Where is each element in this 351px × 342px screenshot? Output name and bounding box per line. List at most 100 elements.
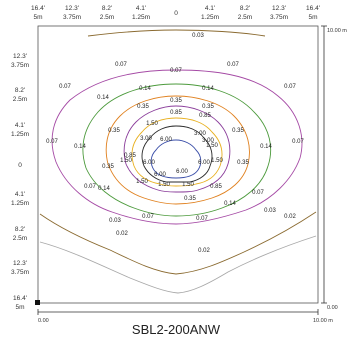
left-tick-feet: 4.1'	[15, 122, 25, 129]
left-tick-feet: 8.2'	[15, 87, 25, 94]
top-tick-meters: 1.25m	[132, 14, 150, 21]
contour-label: 0.07	[59, 84, 71, 90]
left-tick-feet: 12.3'	[13, 53, 27, 60]
contour-label: 0.14	[224, 201, 236, 207]
top-tick-feet: 16.4'	[306, 5, 320, 12]
contour-003	[39, 29, 317, 275]
top-tick-meters: 3.75m	[63, 14, 81, 21]
contour-label: 1.50	[182, 182, 194, 188]
contour-label: 0.85	[124, 153, 136, 159]
contour-label: 0.02	[198, 248, 210, 254]
left-tick-meters: 2.5m	[13, 235, 27, 242]
contour-label: 6.00	[143, 160, 155, 166]
contour-label: 3.00	[194, 131, 206, 137]
contour-label: 0.07	[84, 184, 96, 190]
left-tick-meters: 3.75m	[11, 62, 29, 69]
contour-label: 0.14	[139, 86, 151, 92]
contour-label: 0.07	[115, 62, 127, 68]
contour-label: 6.00	[160, 137, 172, 143]
contour-label: 0.07	[227, 62, 239, 68]
top-tick-feet: 4.1'	[205, 5, 215, 12]
contour-lines	[39, 29, 317, 294]
left-tick-meters: 1.25m	[11, 200, 29, 207]
contour-label: 0.85	[210, 184, 222, 190]
x-scale-start: 0.00	[38, 318, 49, 324]
left-tick-meters: 3.75m	[11, 269, 29, 276]
left-tick-meters: 1.25m	[11, 131, 29, 138]
contour-label: 0.35	[232, 128, 244, 134]
y-scale-end: 10.00 m	[327, 28, 347, 34]
contour-label: 1.50	[211, 158, 223, 164]
y-scale-start: 0.00	[327, 305, 338, 311]
contour-label: 1.50	[206, 143, 218, 149]
contour-label: 1.50	[120, 158, 132, 164]
contour-label: 1.50	[158, 182, 170, 188]
top-tick-meters: 3.75m	[270, 14, 288, 21]
contour-label: 0.07	[284, 84, 296, 90]
left-tick-meters: 5m	[15, 304, 24, 311]
left-tick-feet: 16.4'	[13, 295, 27, 302]
top-tick-feet: 12.3'	[65, 5, 79, 12]
x-scale-bar: 0.00 10.00 m	[37, 309, 333, 324]
contour-label: 0.14	[74, 144, 86, 150]
contour-label: 0.14	[260, 144, 272, 150]
plot-frame	[37, 25, 319, 304]
contour-label: 0.07	[252, 190, 264, 196]
contour-label: 1.50	[136, 179, 148, 185]
contour-label: 0.03	[192, 33, 204, 39]
top-tick-feet: 0	[174, 10, 178, 17]
contour-label: 0.07	[196, 216, 208, 222]
left-axis: 12.3' 3.75m 8.2' 2.5m 4.1' 1.25m 0 4.1' …	[11, 53, 29, 311]
top-tick-feet: 4.1'	[136, 5, 146, 12]
contour-label: 0.03	[264, 208, 276, 214]
top-tick-feet: 12.3'	[272, 5, 286, 12]
contour-label: 6.00	[154, 172, 166, 178]
top-tick-meters: 5m	[308, 14, 317, 21]
contour-label: 0.14	[97, 95, 109, 101]
left-tick-feet: 4.1'	[15, 191, 25, 198]
contour-label: 1.50	[146, 121, 158, 127]
contour-300	[141, 125, 213, 183]
contour-085	[123, 105, 231, 193]
contour-label: 0.14	[202, 86, 214, 92]
top-axis: 16.4' 5m 12.3' 3.75m 8.2' 2.5m 4.1' 1.25…	[31, 5, 320, 21]
left-tick-meters: 2.5m	[13, 96, 27, 103]
top-tick-feet: 8.2'	[240, 5, 250, 12]
top-tick-meters: 2.5m	[238, 14, 252, 21]
left-tick-feet: 0	[18, 162, 22, 169]
y-scale-bar: 10.00 m 0.00	[321, 25, 347, 311]
x-scale-end: 10.00 m	[313, 318, 333, 324]
contour-label: 3.00	[202, 138, 214, 144]
contour-label: 3.00	[140, 136, 152, 142]
contour-label: 0.07	[142, 214, 154, 220]
top-tick-meters: 5m	[33, 14, 42, 21]
contour-label: 0.35	[137, 104, 149, 110]
contour-label: 0.14	[98, 186, 110, 192]
contour-label: 0.85	[170, 110, 182, 116]
top-tick-meters: 1.25m	[201, 14, 219, 21]
contour-label: 6.00	[176, 169, 188, 175]
contour-label: 0.35	[202, 104, 214, 110]
contour-labels: 0.03 0.07 0.07 0.07 0.07 0.07 0.07 0.07 …	[46, 33, 304, 254]
top-tick-feet: 8.2'	[102, 5, 112, 12]
contour-label: 0.07	[292, 139, 304, 145]
contour-label: 0.02	[116, 231, 128, 237]
contour-label: 0.07	[170, 68, 182, 74]
left-tick-feet: 12.3'	[13, 260, 27, 267]
contour-label: 0.35	[170, 98, 182, 104]
model-name: SBL2-200ANW	[132, 322, 221, 337]
left-tick-feet: 8.2'	[15, 226, 25, 233]
contour-label: 6.00	[198, 160, 210, 166]
contour-150	[131, 117, 223, 187]
contour-label: 0.35	[237, 160, 249, 166]
contour-label: 0.35	[102, 164, 114, 170]
contour-label: 0.07	[46, 139, 58, 145]
top-tick-feet: 16.4'	[31, 5, 45, 12]
contour-002	[39, 235, 317, 294]
contour-label: 0.85	[199, 113, 211, 119]
contour-600	[150, 139, 202, 179]
contour-014	[82, 83, 272, 217]
top-tick-meters: 2.5m	[100, 14, 114, 21]
luminaire-marker	[35, 300, 40, 305]
